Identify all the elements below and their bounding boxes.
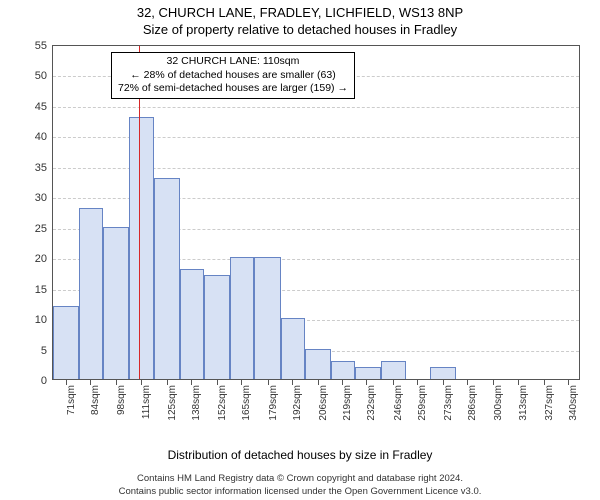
xtick-label: 219sqm [342,385,353,421]
ytick-label: 40 [35,131,47,143]
histogram-bar [281,318,305,379]
histogram-bar [355,367,381,379]
ytick-label: 10 [35,314,47,326]
xtick-label: 84sqm [90,385,101,415]
xtick-label: 286sqm [467,385,478,421]
histogram-bar [430,367,456,379]
xtick-label: 300sqm [493,385,504,421]
xtick-label: 125sqm [167,385,178,421]
ytick-label: 30 [35,192,47,204]
chart-title-sub: Size of property relative to detached ho… [0,22,600,37]
ytick-label: 5 [41,345,47,357]
histogram-bar [204,275,230,379]
xtick-label: 313sqm [518,385,529,421]
xtick-label: 71sqm [66,385,77,415]
histogram-bar [230,257,254,379]
xtick-label: 206sqm [318,385,329,421]
annotation-box: 32 CHURCH LANE: 110sqm ← 28% of detached… [111,52,355,99]
annotation-line2: ← 28% of detached houses are smaller (63… [118,69,348,83]
xtick-label: 111sqm [141,385,152,419]
ytick-label: 55 [35,40,47,52]
histogram-chart: 32, CHURCH LANE, FRADLEY, LICHFIELD, WS1… [0,0,600,500]
gridline [53,107,579,108]
histogram-bar [129,117,153,379]
histogram-bar [79,208,103,379]
histogram-bar [154,178,180,379]
histogram-bar [254,257,280,379]
histogram-bar [331,361,355,379]
histogram-bar [381,361,405,379]
xtick-label: 165sqm [241,385,252,421]
chart-title-main: 32, CHURCH LANE, FRADLEY, LICHFIELD, WS1… [0,5,600,20]
xtick-label: 152sqm [217,385,228,421]
x-axis-label: Distribution of detached houses by size … [0,448,600,462]
plot-area: 051015202530354045505571sqm84sqm98sqm111… [52,45,580,380]
xtick-label: 259sqm [417,385,428,421]
annotation-line3: 72% of semi-detached houses are larger (… [118,82,348,96]
ytick-label: 35 [35,162,47,174]
xtick-label: 340sqm [568,385,579,421]
histogram-bar [53,306,79,379]
xtick-label: 179sqm [268,385,279,421]
xtick-label: 232sqm [366,385,377,421]
histogram-bar [305,349,331,379]
xtick-label: 246sqm [393,385,404,421]
xtick-label: 192sqm [292,385,303,421]
annotation-line1: 32 CHURCH LANE: 110sqm [118,55,348,69]
xtick-label: 138sqm [191,385,202,421]
ytick-label: 15 [35,284,47,296]
xtick-label: 98sqm [116,385,127,415]
xtick-label: 327sqm [544,385,555,421]
footer-copyright-2: Contains public sector information licen… [0,486,600,497]
histogram-bar [103,227,129,379]
ytick-label: 0 [41,375,47,387]
histogram-bar [180,269,204,379]
footer-copyright-1: Contains HM Land Registry data © Crown c… [0,473,600,484]
xtick-label: 273sqm [443,385,454,421]
ytick-label: 25 [35,223,47,235]
ytick-label: 20 [35,253,47,265]
ytick-label: 50 [35,70,47,82]
ytick-label: 45 [35,101,47,113]
